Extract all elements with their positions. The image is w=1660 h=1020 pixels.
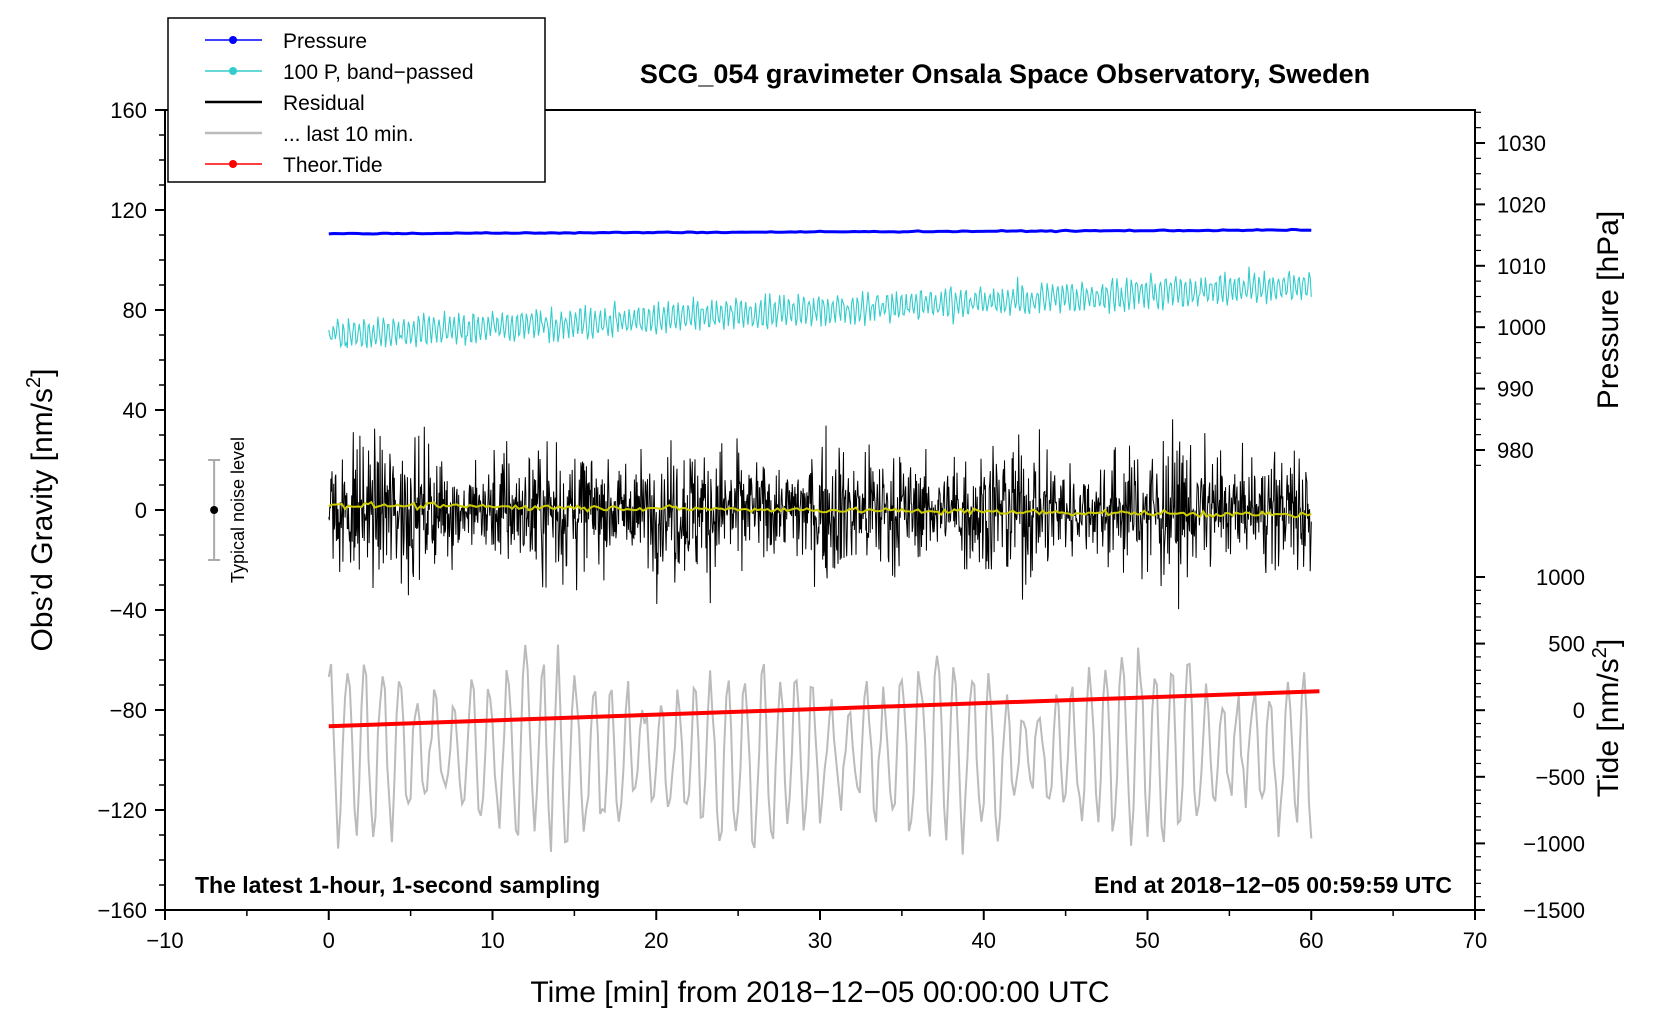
noise-dot bbox=[210, 506, 219, 514]
legend-label: Residual bbox=[283, 92, 365, 115]
annotation-sampling: The latest 1-hour, 1-second sampling bbox=[195, 872, 600, 898]
pressure-tick-label: 980 bbox=[1497, 438, 1534, 463]
chart-title: SCG_054 gravimeter Onsala Space Observat… bbox=[640, 59, 1370, 89]
y-tick-label: 0 bbox=[135, 498, 147, 523]
x-tick-label: 10 bbox=[480, 928, 504, 953]
tide-tick-label: −1000 bbox=[1523, 831, 1585, 856]
legend-marker bbox=[229, 36, 237, 44]
series-last-10-min bbox=[327, 644, 1313, 855]
legend-box bbox=[167, 17, 546, 183]
y-axis-label-pressure: Pressure [hPa] bbox=[1592, 211, 1625, 409]
y-axis-label-left: Obs’d Gravity [nm/s2] bbox=[23, 369, 59, 652]
y-tick-label: −80 bbox=[110, 698, 147, 723]
series-pressure bbox=[328, 227, 1312, 236]
pressure-tick-label: 990 bbox=[1497, 377, 1534, 402]
y-tick-label: 40 bbox=[123, 398, 147, 423]
x-tick-label: 50 bbox=[1135, 928, 1159, 953]
x-tick-label: 30 bbox=[808, 928, 832, 953]
x-tick-label: 20 bbox=[644, 928, 668, 953]
x-tick-label: −10 bbox=[146, 928, 183, 953]
y-tick-label: −120 bbox=[97, 798, 147, 823]
tide-tick-label: −500 bbox=[1535, 765, 1585, 790]
legend-label: ... last 10 min. bbox=[283, 123, 414, 146]
legend-marker bbox=[229, 160, 237, 168]
noise-label: Typical noise level bbox=[228, 437, 248, 583]
y-tick-label: −40 bbox=[110, 598, 147, 623]
y-tick-label: 160 bbox=[110, 98, 147, 123]
legend-label: Pressure bbox=[283, 30, 367, 53]
pressure-tick-label: 1010 bbox=[1497, 254, 1546, 279]
y-axis-label-tide-main: Tide [nm/s bbox=[1592, 658, 1625, 797]
series-theor-tide bbox=[328, 689, 1320, 729]
x-tick-label: 60 bbox=[1299, 928, 1323, 953]
legend-label: 100 P, band−passed bbox=[283, 61, 474, 84]
series-residual bbox=[328, 419, 1312, 610]
legend: Pressure 100 P, band−passed Residual ... la… bbox=[167, 17, 546, 183]
tide-tick-label: 0 bbox=[1573, 698, 1585, 723]
noise-indicator: Typical noise level bbox=[208, 437, 248, 583]
y-axis-label-tide: Tide [nm/s2] bbox=[1589, 639, 1625, 797]
x-axis-label: Time [min] from 2018−12−05 00:00:00 UTC bbox=[530, 976, 1109, 1009]
x-tick-label: 70 bbox=[1463, 928, 1487, 953]
pressure-tick-label: 1000 bbox=[1497, 315, 1546, 340]
y-axis-label-tide-sup: 2 bbox=[1589, 647, 1611, 658]
x-tick-label: 40 bbox=[972, 928, 996, 953]
series-residual-smoothed bbox=[328, 500, 1312, 519]
series-bandpassed bbox=[328, 266, 1312, 349]
annotation-end-time: End at 2018−12−05 00:59:59 UTC bbox=[1094, 872, 1452, 898]
ticks-layer: −10 0 10 20 30 40 50 60 7016012080400−40−80−120−… bbox=[97, 98, 1585, 953]
y-axis-label-left-main: Obs’d Gravity [nm/s bbox=[26, 388, 59, 651]
y-tick-label: 120 bbox=[110, 198, 147, 223]
pressure-tick-label: 1020 bbox=[1497, 192, 1546, 217]
series-layer bbox=[327, 227, 1320, 855]
tide-tick-label: 500 bbox=[1548, 632, 1585, 657]
y-axis-label-left-sup: 2 bbox=[23, 377, 45, 388]
y-tick-label: 80 bbox=[123, 298, 147, 323]
y-axis-label-left-end: ] bbox=[26, 369, 59, 377]
y-tick-label: −160 bbox=[97, 898, 147, 923]
y-axis-label-tide-end: ] bbox=[1592, 639, 1625, 647]
tide-tick-label: 1000 bbox=[1536, 565, 1585, 590]
legend-marker bbox=[229, 67, 237, 75]
legend-label: Theor.Tide bbox=[283, 154, 383, 177]
x-tick-label: 0 bbox=[323, 928, 335, 953]
pressure-tick-label: 1030 bbox=[1497, 131, 1546, 156]
tide-tick-label: −1500 bbox=[1523, 898, 1585, 923]
